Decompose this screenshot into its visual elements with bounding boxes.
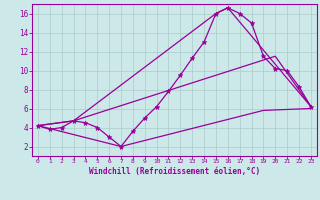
- X-axis label: Windchill (Refroidissement éolien,°C): Windchill (Refroidissement éolien,°C): [89, 167, 260, 176]
